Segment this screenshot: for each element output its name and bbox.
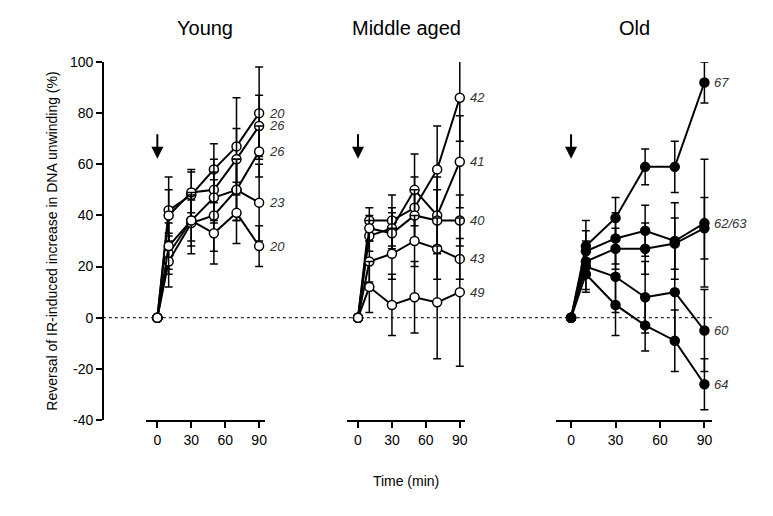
svg-text:-20: -20 — [73, 361, 93, 377]
svg-text:100: 100 — [70, 54, 94, 70]
svg-text:30: 30 — [183, 432, 199, 448]
svg-text:Middle aged: Middle aged — [352, 17, 461, 39]
svg-text:Young: Young — [177, 17, 233, 39]
svg-text:64: 64 — [714, 377, 728, 392]
svg-text:20: 20 — [269, 106, 285, 121]
svg-text:0: 0 — [153, 432, 161, 448]
svg-text:43: 43 — [470, 251, 485, 266]
svg-text:60: 60 — [652, 432, 668, 448]
svg-text:41: 41 — [470, 154, 484, 169]
svg-text:90: 90 — [251, 432, 267, 448]
svg-text:40: 40 — [470, 213, 485, 228]
svg-text:67: 67 — [714, 75, 729, 90]
svg-text:26: 26 — [269, 118, 285, 133]
svg-text:60: 60 — [418, 432, 434, 448]
svg-text:23: 23 — [269, 195, 285, 210]
svg-text:Time (min): Time (min) — [373, 473, 439, 489]
svg-text:30: 30 — [384, 432, 400, 448]
svg-text:80: 80 — [78, 105, 94, 121]
svg-text:90: 90 — [452, 432, 468, 448]
svg-text:20: 20 — [269, 239, 285, 254]
svg-text:60: 60 — [714, 323, 729, 338]
svg-text:90: 90 — [697, 432, 713, 448]
svg-text:-40: -40 — [73, 412, 93, 428]
svg-text:62/63: 62/63 — [714, 216, 747, 231]
svg-text:0: 0 — [567, 432, 575, 448]
svg-text:60: 60 — [78, 156, 94, 172]
svg-text:20: 20 — [78, 258, 94, 274]
svg-text:60: 60 — [217, 432, 233, 448]
svg-text:49: 49 — [470, 285, 484, 300]
svg-text:Old: Old — [619, 17, 650, 39]
svg-text:0: 0 — [86, 310, 94, 326]
svg-text:Reversal of IR-induced increas: Reversal of IR-induced increase in DNA u… — [44, 71, 60, 410]
svg-text:40: 40 — [78, 207, 94, 223]
svg-text:0: 0 — [354, 432, 362, 448]
svg-text:30: 30 — [608, 432, 624, 448]
svg-text:26: 26 — [269, 144, 285, 159]
svg-text:42: 42 — [470, 90, 485, 105]
